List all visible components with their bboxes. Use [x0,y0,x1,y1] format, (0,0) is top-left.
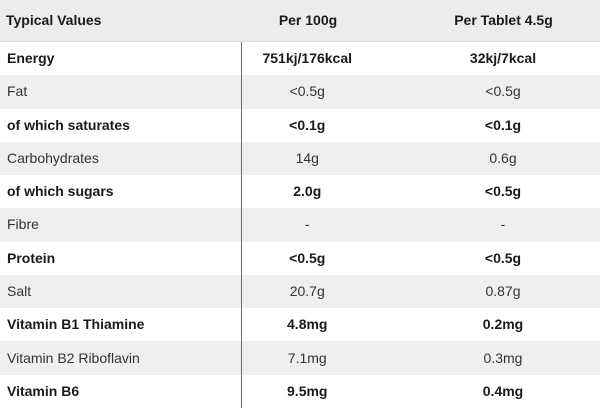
per-100g-value: 751kj/176kcal [241,41,406,76]
table-row: of which saturates <0.1g <0.1g [0,108,600,142]
nutrient-label: Energy [0,41,242,76]
per-100g-value: 7.1mg [241,341,406,375]
per-100g-value: 9.5mg [241,374,406,408]
nutrient-label: Carbohydrates [0,141,242,176]
nutrient-label: of which sugars [0,175,242,209]
table-row: Vitamin B1 Thiamine 4.8mg 0.2mg [0,308,600,342]
per-100g-value: 14g [241,141,406,176]
per-tablet-value: 0.3mg [406,341,600,375]
header-per-tablet: Per Tablet 4.5g [406,0,600,42]
per-100g-value: <0.1g [241,108,406,142]
header-typical-values: Typical Values [0,0,241,42]
header-per-100g: Per 100g [241,0,406,42]
per-tablet-value: 0.87g [406,274,600,309]
per-tablet-value: - [406,208,600,242]
table-row: Vitamin B6 9.5mg 0.4mg [0,374,600,408]
nutrient-label: Protein [0,241,242,275]
per-100g-value: <0.5g [241,241,406,275]
table-row: of which sugars 2.0g <0.5g [0,175,600,209]
table-row: Fibre - - [0,208,600,242]
per-tablet-value: <0.5g [406,175,600,209]
table-row: Carbohydrates 14g 0.6g [0,141,600,176]
per-100g-value: 2.0g [241,175,406,209]
table-row: Fat <0.5g <0.5g [0,75,600,109]
per-tablet-value: 0.4mg [406,374,600,408]
per-100g-value: 20.7g [241,274,406,309]
nutrient-label: Vitamin B6 [0,374,242,408]
per-100g-value: <0.5g [241,75,406,109]
nutrient-label: Vitamin B2 Riboflavin [0,341,242,375]
per-tablet-value: <0.5g [406,75,600,109]
per-tablet-value: 32kj/7kcal [406,41,600,76]
per-tablet-value: 0.2mg [406,308,600,342]
table-row: Vitamin B2 Riboflavin 7.1mg 0.3mg [0,341,600,375]
table-header-row: Typical Values Per 100g Per Tablet 4.5g [0,0,600,42]
per-100g-value: 4.8mg [241,308,406,342]
nutrient-label: Vitamin B1 Thiamine [0,308,242,342]
nutrient-label: Salt [0,274,242,309]
per-tablet-value: <0.1g [406,108,600,142]
table-row: Energy 751kj/176kcal 32kj/7kcal [0,41,600,76]
nutrient-label: Fibre [0,208,242,242]
per-tablet-value: <0.5g [406,241,600,275]
table-row: Salt 20.7g 0.87g [0,274,600,309]
per-tablet-value: 0.6g [406,141,600,176]
per-100g-value: - [241,208,406,242]
nutrient-label: of which saturates [0,108,242,142]
nutrient-label: Fat [0,75,242,109]
table-row: Protein <0.5g <0.5g [0,241,600,275]
